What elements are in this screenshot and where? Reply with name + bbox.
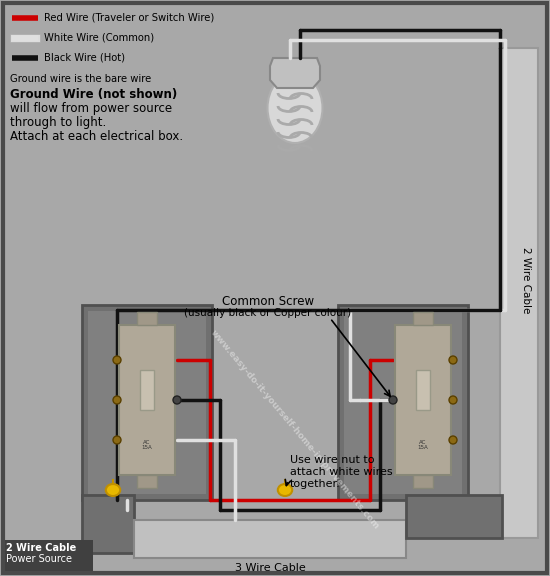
Polygon shape <box>270 58 320 88</box>
Text: through to light.: through to light. <box>10 116 106 129</box>
Text: www.easy-do-it-yourself-home-improvements.com: www.easy-do-it-yourself-home-improvement… <box>209 328 381 532</box>
Text: 3 Wire Cable: 3 Wire Cable <box>235 563 305 573</box>
Bar <box>82 305 212 500</box>
Text: AC
15A: AC 15A <box>142 439 152 450</box>
Text: Power Source: Power Source <box>6 554 72 564</box>
Bar <box>338 305 468 500</box>
Bar <box>137 312 157 325</box>
Ellipse shape <box>106 484 120 496</box>
Text: AC
15A: AC 15A <box>417 439 428 450</box>
Bar <box>413 312 433 325</box>
Circle shape <box>389 396 397 404</box>
Circle shape <box>173 396 181 404</box>
Ellipse shape <box>267 73 322 143</box>
Bar <box>413 475 433 488</box>
Bar <box>134 520 406 558</box>
Text: Common Screw: Common Screw <box>222 295 314 308</box>
Bar <box>119 325 175 475</box>
Circle shape <box>113 356 121 364</box>
Bar <box>406 495 502 538</box>
Text: Ground Wire (not shown): Ground Wire (not shown) <box>10 88 177 101</box>
Text: Attach at each electrical box.: Attach at each electrical box. <box>10 130 183 143</box>
Text: 2 Wire Cable: 2 Wire Cable <box>6 543 76 553</box>
Bar <box>82 495 134 553</box>
Text: will flow from power source: will flow from power source <box>10 102 172 115</box>
Text: Ground wire is the bare wire: Ground wire is the bare wire <box>10 74 151 84</box>
Ellipse shape <box>278 484 292 496</box>
Bar <box>10 34 40 42</box>
Text: Use wire nut to: Use wire nut to <box>290 455 375 465</box>
Bar <box>3 540 93 573</box>
Circle shape <box>449 396 457 404</box>
Text: White Wire (Common): White Wire (Common) <box>44 33 154 43</box>
Bar <box>140 370 154 410</box>
Circle shape <box>449 436 457 444</box>
Circle shape <box>113 436 121 444</box>
Circle shape <box>113 396 121 404</box>
Bar <box>500 48 538 538</box>
Text: attach white wires: attach white wires <box>290 467 393 477</box>
Text: Black Wire (Hot): Black Wire (Hot) <box>44 53 125 63</box>
Text: 2 Wire Cable: 2 Wire Cable <box>521 247 531 313</box>
Text: Red Wire (Traveler or Switch Wire): Red Wire (Traveler or Switch Wire) <box>44 13 214 23</box>
Text: together.: together. <box>290 479 341 489</box>
Bar <box>344 311 462 494</box>
Bar <box>137 475 157 488</box>
Bar <box>395 325 451 475</box>
Bar <box>416 370 430 410</box>
Text: (usually black or Copper colour): (usually black or Copper colour) <box>184 308 351 318</box>
Bar <box>88 311 206 494</box>
Circle shape <box>449 356 457 364</box>
